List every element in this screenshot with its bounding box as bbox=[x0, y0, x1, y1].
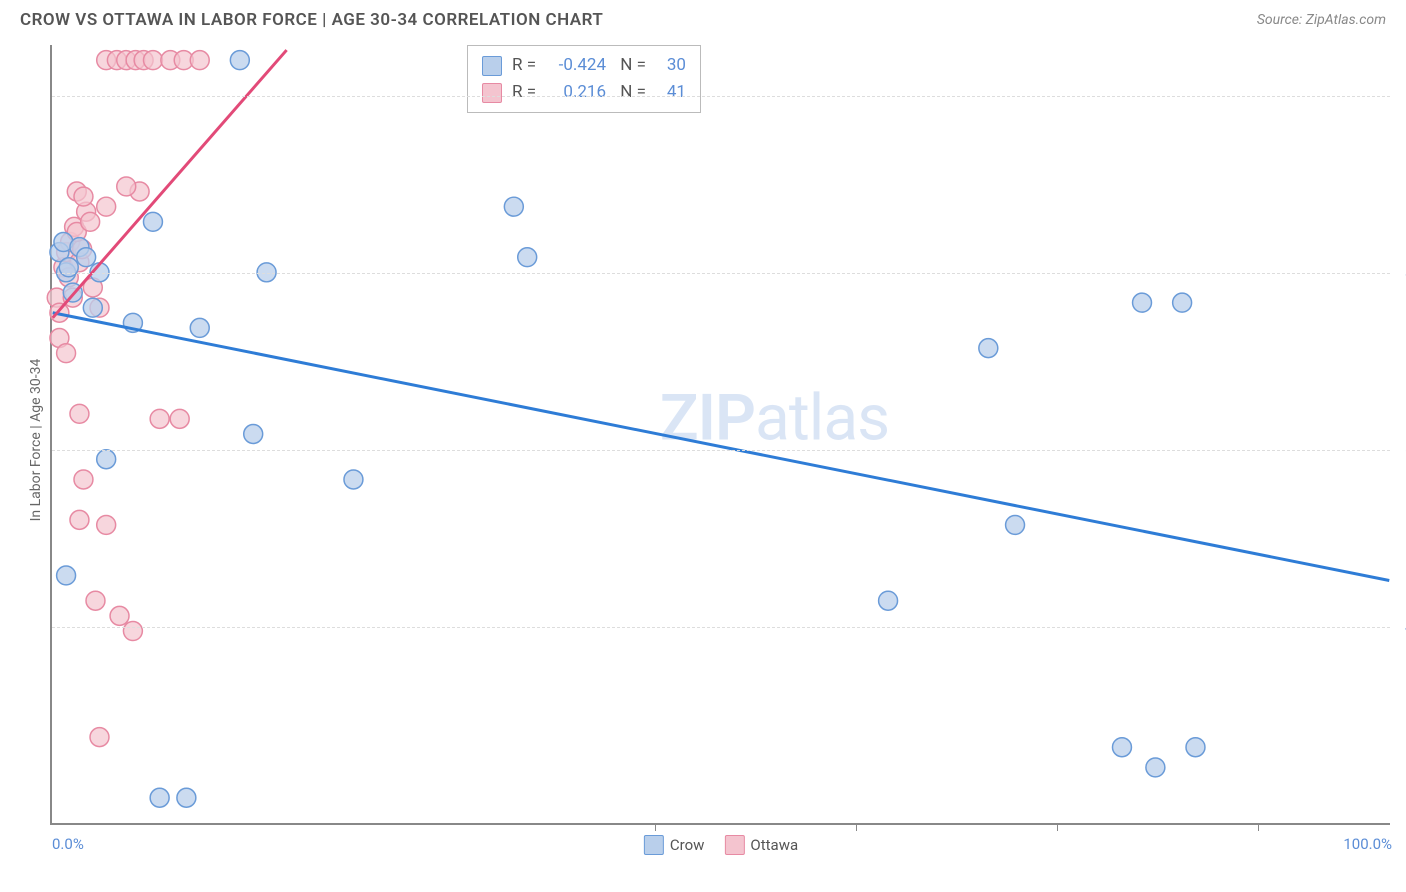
legend-item-crow: Crow bbox=[644, 835, 705, 855]
chart-area: ZIPatlas R =-0.424 N =30 R =0.216 N =41 … bbox=[50, 45, 1390, 825]
data-point-ottawa bbox=[74, 187, 93, 206]
data-point-ottawa bbox=[86, 591, 105, 610]
legend-label-ottawa: Ottawa bbox=[750, 836, 798, 854]
scatter-plot-svg bbox=[52, 45, 1390, 823]
data-point-crow bbox=[504, 197, 523, 216]
data-point-ottawa bbox=[57, 344, 76, 363]
swatch-ottawa bbox=[482, 83, 502, 103]
data-point-crow bbox=[1006, 515, 1025, 534]
data-point-ottawa bbox=[97, 197, 116, 216]
data-point-ottawa bbox=[74, 470, 93, 489]
gridline bbox=[52, 627, 1390, 628]
gridline bbox=[52, 450, 1390, 451]
data-point-crow bbox=[97, 450, 116, 469]
bottom-legend: Crow Ottawa bbox=[644, 835, 798, 855]
data-point-crow bbox=[1146, 758, 1165, 777]
stat-legend-row-crow: R =-0.424 N =30 bbox=[482, 52, 686, 79]
ytick-label: 65.0% bbox=[1395, 441, 1406, 459]
swatch-crow bbox=[482, 56, 502, 76]
gridline bbox=[52, 96, 1390, 97]
data-point-crow bbox=[879, 591, 898, 610]
data-point-crow bbox=[1133, 293, 1152, 312]
swatch-ottawa-icon bbox=[724, 835, 744, 855]
xtick bbox=[655, 823, 656, 831]
stat-legend-row-ottawa: R =0.216 N =41 bbox=[482, 79, 686, 106]
data-point-ottawa bbox=[143, 51, 162, 70]
data-point-crow bbox=[57, 566, 76, 585]
data-point-ottawa bbox=[70, 404, 89, 423]
data-point-crow bbox=[518, 248, 537, 267]
ytick-label: 47.5% bbox=[1395, 618, 1406, 636]
xtick bbox=[1258, 823, 1259, 831]
data-point-crow bbox=[190, 318, 209, 337]
trend-line-ottawa bbox=[53, 50, 287, 318]
ytick-label: 82.5% bbox=[1395, 264, 1406, 282]
data-point-ottawa bbox=[170, 409, 189, 428]
data-point-ottawa bbox=[190, 51, 209, 70]
data-point-crow bbox=[344, 470, 363, 489]
swatch-crow-icon bbox=[644, 835, 664, 855]
source-label: Source: ZipAtlas.com bbox=[1257, 12, 1386, 28]
data-point-ottawa bbox=[123, 622, 142, 641]
trend-line-crow bbox=[53, 313, 1390, 581]
xtick-label: 0.0% bbox=[52, 835, 84, 853]
stat-legend: R =-0.424 N =30 R =0.216 N =41 bbox=[467, 45, 701, 113]
data-point-crow bbox=[83, 298, 102, 317]
y-axis-label: In Labor Force | Age 30-34 bbox=[28, 359, 44, 522]
gridline bbox=[52, 273, 1390, 274]
xtick bbox=[856, 823, 857, 831]
ytick-label: 100.0% bbox=[1395, 87, 1406, 105]
data-point-ottawa bbox=[150, 409, 169, 428]
legend-item-ottawa: Ottawa bbox=[724, 835, 798, 855]
xtick-label: 100.0% bbox=[1343, 835, 1392, 853]
chart-title: CROW VS OTTAWA IN LABOR FORCE | AGE 30-3… bbox=[20, 10, 603, 30]
xtick bbox=[1057, 823, 1058, 831]
data-point-ottawa bbox=[90, 728, 109, 747]
data-point-crow bbox=[177, 788, 196, 807]
data-point-ottawa bbox=[81, 212, 100, 231]
legend-label-crow: Crow bbox=[670, 836, 705, 854]
data-point-ottawa bbox=[97, 515, 116, 534]
data-point-ottawa bbox=[117, 177, 136, 196]
data-point-crow bbox=[1112, 738, 1131, 757]
data-point-crow bbox=[77, 248, 96, 267]
data-point-ottawa bbox=[110, 606, 129, 625]
data-point-crow bbox=[979, 339, 998, 358]
data-point-crow bbox=[230, 51, 249, 70]
data-point-crow bbox=[1173, 293, 1192, 312]
data-point-ottawa bbox=[70, 510, 89, 529]
data-point-crow bbox=[244, 425, 263, 444]
data-point-crow bbox=[150, 788, 169, 807]
data-point-crow bbox=[143, 212, 162, 231]
data-point-crow bbox=[1186, 738, 1205, 757]
